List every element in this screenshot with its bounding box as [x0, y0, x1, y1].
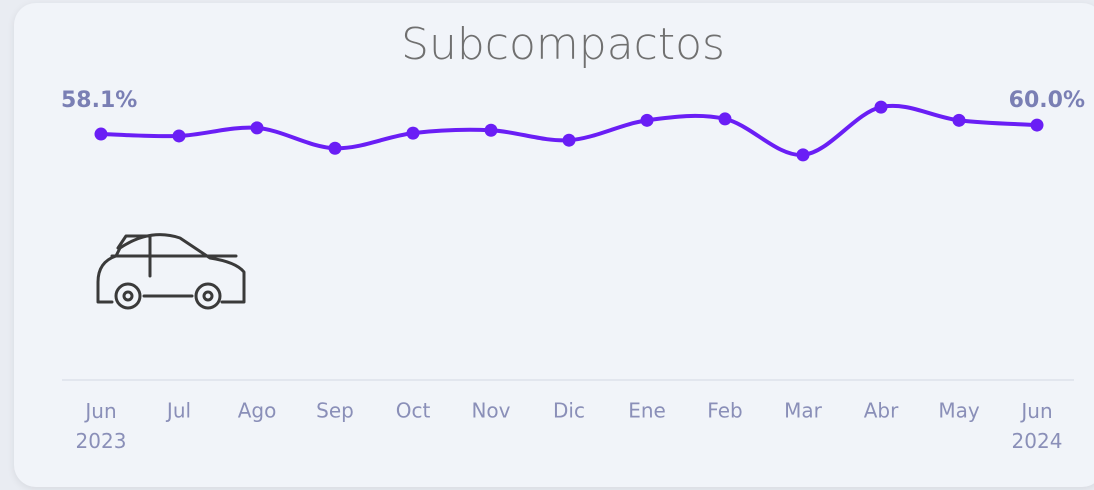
- point: [484, 123, 498, 137]
- point: [172, 129, 186, 143]
- x-tick-label: Dic: [553, 399, 585, 423]
- chart-title: Subcompactos: [401, 19, 725, 70]
- x-tick-label: Abr: [864, 399, 899, 423]
- point: [718, 112, 732, 126]
- x-tick-label: Sep: [316, 399, 354, 423]
- x-tick-label: Jul: [165, 399, 191, 423]
- x-tick-label: Feb: [707, 399, 742, 423]
- x-tick-label: Mar: [784, 399, 823, 423]
- point: [952, 113, 966, 127]
- point: [94, 127, 108, 141]
- point: [562, 133, 576, 147]
- x-tick-label: May: [938, 399, 980, 423]
- x-tick-label: Ene: [628, 399, 666, 423]
- point: [250, 121, 264, 135]
- x-tick-label: Jun 2024: [1012, 399, 1063, 453]
- x-tick-label: Oct: [396, 399, 431, 423]
- value-label: 58.1%: [61, 88, 137, 113]
- value-label: 60.0%: [1009, 88, 1085, 113]
- point: [874, 100, 888, 114]
- point: [796, 148, 810, 162]
- point: [1030, 118, 1044, 132]
- point: [328, 141, 342, 155]
- point: [640, 113, 654, 127]
- x-tick-label: Jun 2023: [76, 399, 127, 453]
- line: [100, 103, 1038, 157]
- point: [406, 126, 420, 140]
- x-tick-label: Ago: [238, 399, 277, 423]
- x-tick-label: Nov: [471, 399, 510, 423]
- car-icon: [96, 233, 246, 310]
- card: [14, 3, 1094, 487]
